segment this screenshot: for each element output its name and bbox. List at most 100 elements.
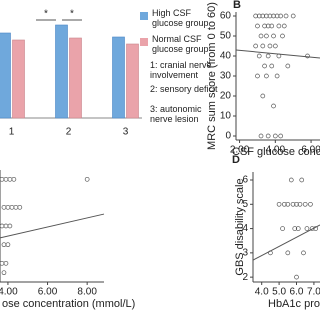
point (267, 13, 273, 19)
point (290, 201, 296, 207)
point (262, 63, 267, 69)
point (267, 43, 273, 49)
point (297, 201, 303, 207)
point (265, 53, 271, 59)
point (0, 260, 5, 266)
point (260, 93, 266, 99)
point (253, 13, 259, 19)
point (280, 33, 285, 39)
x-tick-label: 5.0 (272, 287, 286, 298)
x-axis-label: CSF glucose concent (232, 146, 320, 158)
bar (69, 37, 82, 119)
x-tick-label: 4.00 (0, 287, 18, 298)
point (264, 33, 269, 39)
annotation: 1: cranial nerve involvement (150, 60, 212, 80)
point (308, 201, 313, 207)
point (305, 53, 310, 59)
point (276, 23, 282, 29)
y-tick-label: 60 (220, 11, 232, 22)
point (262, 23, 267, 29)
point (272, 43, 278, 49)
point (260, 13, 266, 19)
y-axis-label: GBS disability scale (234, 178, 246, 275)
point (3, 223, 9, 229)
point (278, 13, 284, 19)
point (11, 176, 17, 182)
point (3, 260, 9, 266)
bar (126, 43, 139, 119)
point (269, 23, 275, 29)
point (278, 133, 284, 139)
y-tick-label: 40 (220, 51, 232, 62)
y-tick-label: 3 (242, 248, 248, 259)
x-tick-label: 4.00 (266, 145, 286, 156)
point (276, 201, 282, 207)
point (9, 204, 15, 210)
significance-star: * (44, 9, 48, 20)
point (269, 63, 275, 69)
point (285, 201, 291, 207)
y-tick-label: 0 (225, 131, 231, 142)
bar (55, 24, 68, 119)
point (290, 13, 296, 19)
point (285, 250, 291, 256)
legend-label: High CSF glucose group (152, 8, 209, 28)
point (253, 43, 259, 49)
trend-line (0, 213, 105, 239)
point (283, 13, 289, 19)
point (265, 23, 271, 29)
x-tick-label: 4.0 (255, 287, 269, 298)
legend-swatch (140, 12, 148, 20)
point (255, 73, 260, 79)
point (295, 226, 301, 231)
point (256, 53, 262, 59)
annotation: 2: sensory deficit (150, 84, 218, 94)
point (294, 201, 299, 207)
point (84, 176, 90, 182)
point (304, 226, 310, 231)
x-tick-label: 7.0 (307, 287, 320, 298)
point (5, 204, 11, 210)
x-tick-label: 6.00 (301, 145, 320, 156)
point (7, 176, 13, 182)
point (256, 13, 262, 19)
legend-swatch (140, 38, 148, 46)
point (0, 223, 5, 229)
point (272, 133, 278, 139)
bar (0, 32, 11, 119)
trend-line (252, 224, 320, 261)
y-tick-label: 2 (242, 272, 248, 283)
point (0, 176, 5, 182)
x-tick-label: 6.00 (38, 287, 58, 298)
x-tick-label: 3 (123, 127, 129, 138)
trend-line (235, 49, 320, 59)
point (294, 274, 299, 280)
point (271, 13, 276, 19)
y-tick-label: 30 (220, 71, 232, 82)
point (5, 242, 11, 248)
x-tick-label: 1 (9, 127, 15, 138)
point (255, 23, 260, 29)
point (1, 204, 7, 210)
point (288, 177, 294, 183)
y-tick-label: 20 (220, 91, 232, 102)
point (260, 43, 266, 49)
x-tick-label: 2.00 (230, 145, 250, 156)
point (3, 176, 9, 182)
point (265, 133, 271, 139)
point (280, 226, 285, 231)
point (285, 63, 291, 69)
y-tick-label: 4 (242, 223, 248, 234)
x-axis-label: HbA1c propo (268, 298, 320, 310)
y-axis-label: MRC sum score (from 0 to 60) (206, 2, 218, 150)
point (301, 250, 306, 256)
point (302, 201, 308, 207)
x-axis-label: ose concentration (mmol/L) (2, 298, 135, 310)
point (271, 103, 276, 109)
significance-star: * (70, 9, 74, 20)
point (292, 226, 298, 231)
point (281, 201, 287, 207)
panel-letter: B (233, 0, 241, 11)
y-tick-label: 5 (242, 199, 248, 210)
